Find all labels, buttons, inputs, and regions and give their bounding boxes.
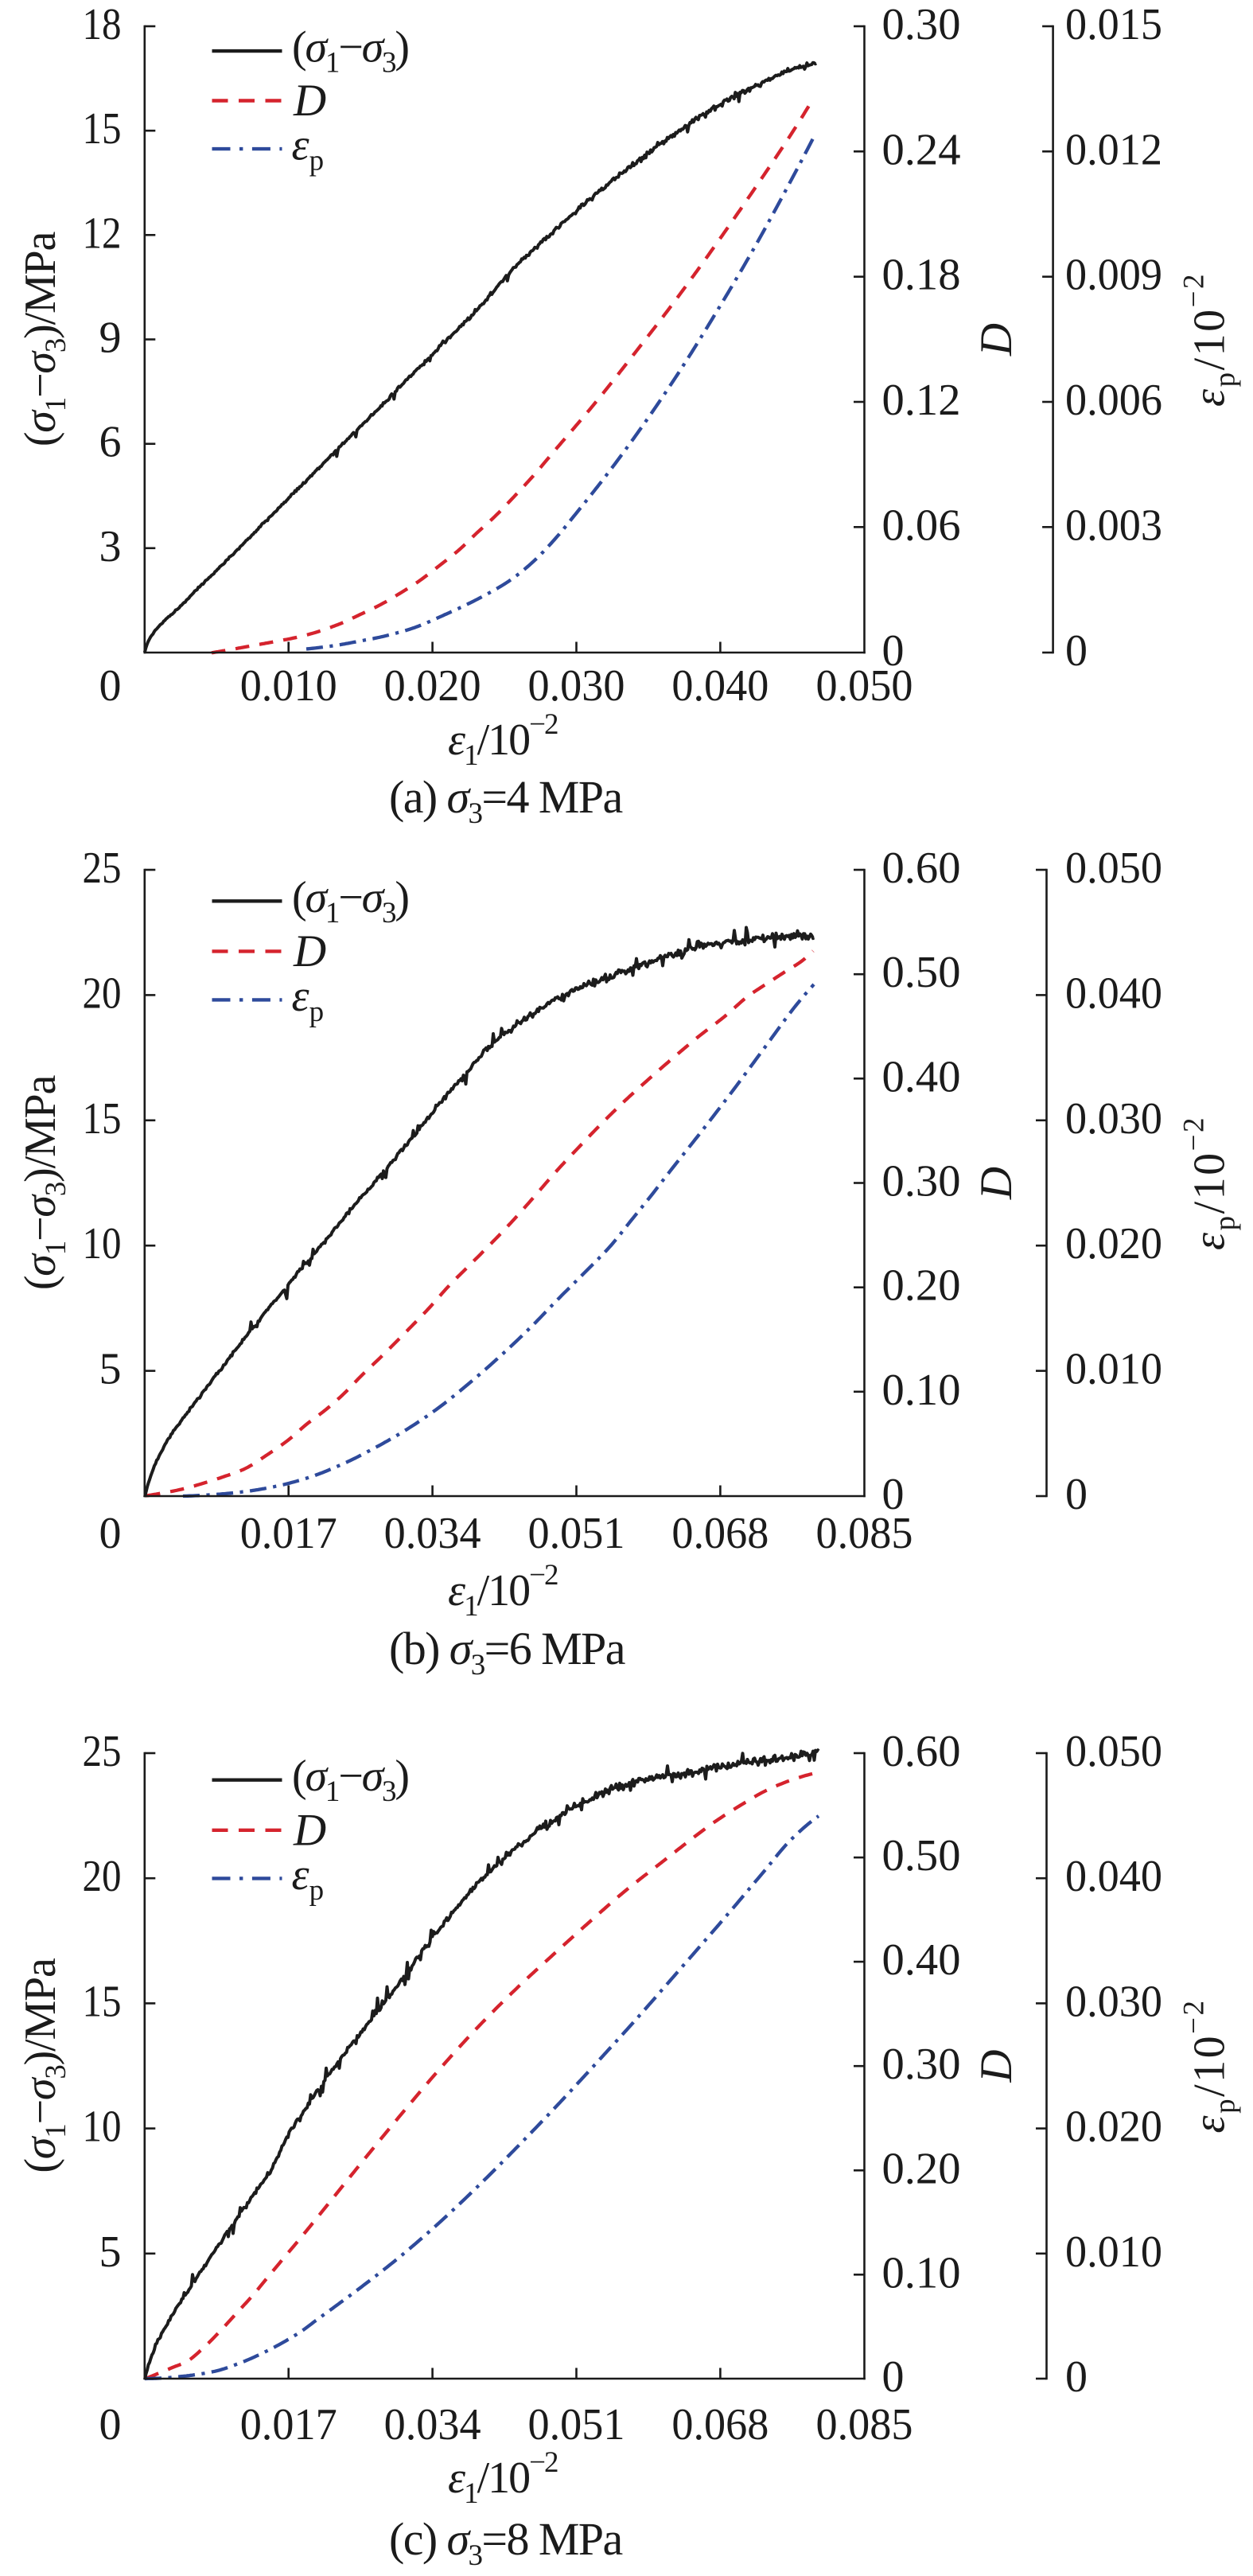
svg-text:0.010: 0.010 <box>1065 2227 1162 2277</box>
svg-text:0.085: 0.085 <box>816 1509 913 1558</box>
svg-text:0.040: 0.040 <box>1065 1852 1162 1901</box>
svg-text:0: 0 <box>882 626 905 676</box>
svg-text:0.010: 0.010 <box>1065 1345 1162 1394</box>
svg-text:εp: εp <box>292 1850 325 1907</box>
svg-text:0: 0 <box>882 1470 905 1519</box>
svg-text:0.034: 0.034 <box>384 1509 481 1558</box>
svg-text:0.030: 0.030 <box>1065 1977 1162 2026</box>
svg-text:0.051: 0.051 <box>528 1509 625 1558</box>
svg-text:0: 0 <box>1065 2352 1088 2402</box>
svg-text:9: 9 <box>99 314 122 363</box>
svg-text:εp/10−2: εp/10−2 <box>1178 272 1242 407</box>
svg-text:0.020: 0.020 <box>384 661 481 711</box>
svg-text:10: 10 <box>83 2102 122 2152</box>
svg-text:D: D <box>293 926 326 976</box>
svg-text:0.010: 0.010 <box>240 661 337 711</box>
svg-text:0: 0 <box>99 2400 122 2449</box>
svg-text:0.068: 0.068 <box>671 2400 769 2449</box>
svg-text:15: 15 <box>83 104 122 154</box>
svg-text:0.085: 0.085 <box>816 2400 913 2449</box>
svg-text:0.18: 0.18 <box>882 251 961 300</box>
svg-text:0: 0 <box>99 661 122 711</box>
svg-text:18: 18 <box>83 0 122 49</box>
svg-text:D: D <box>293 1805 326 1855</box>
svg-text:(σ1−σ3)/MPa: (σ1−σ3)/MPa <box>16 1958 72 2173</box>
svg-text:0.10: 0.10 <box>882 2248 961 2297</box>
svg-text:0.006: 0.006 <box>1065 376 1162 425</box>
svg-text:0.034: 0.034 <box>384 2400 481 2449</box>
svg-text:D: D <box>971 1167 1021 1200</box>
svg-text:0.003: 0.003 <box>1065 501 1162 550</box>
svg-text:0.009: 0.009 <box>1065 251 1162 300</box>
svg-text:12: 12 <box>83 208 122 258</box>
svg-text:0.012: 0.012 <box>1065 125 1162 174</box>
svg-text:0.20: 0.20 <box>882 2144 961 2193</box>
svg-text:20: 20 <box>83 968 122 1018</box>
svg-text:0.020: 0.020 <box>1065 1219 1162 1269</box>
svg-text:0: 0 <box>99 1509 122 1558</box>
svg-text:0.050: 0.050 <box>1065 1727 1162 1776</box>
svg-text:0.030: 0.030 <box>528 661 625 711</box>
svg-text:0.50: 0.50 <box>882 1831 961 1880</box>
svg-text:(b) σ3=6 MPa: (b) σ3=6 MPa <box>389 1623 625 1682</box>
svg-text:0.24: 0.24 <box>882 125 961 174</box>
svg-text:εp: εp <box>292 972 325 1028</box>
svg-text:25: 25 <box>83 844 122 893</box>
svg-text:(a) σ3=4 MPa: (a) σ3=4 MPa <box>389 771 622 830</box>
svg-text:0.40: 0.40 <box>882 1052 961 1101</box>
svg-text:(c) σ3=8 MPa: (c) σ3=8 MPa <box>389 2513 622 2572</box>
svg-text:5: 5 <box>99 2227 122 2277</box>
svg-text:0.051: 0.051 <box>528 2400 625 2449</box>
svg-text:0: 0 <box>1065 1470 1088 1519</box>
svg-text:20: 20 <box>83 1852 122 1901</box>
svg-text:0.040: 0.040 <box>1065 968 1162 1018</box>
svg-text:0.50: 0.50 <box>882 948 961 997</box>
svg-text:D: D <box>971 2049 1021 2083</box>
svg-text:25: 25 <box>83 1727 122 1776</box>
svg-text:0.60: 0.60 <box>882 844 961 893</box>
svg-text:3: 3 <box>99 522 122 571</box>
svg-text:0.017: 0.017 <box>240 2400 337 2449</box>
svg-text:0.020: 0.020 <box>1065 2102 1162 2152</box>
svg-text:0.60: 0.60 <box>882 1727 961 1776</box>
svg-text:εp/10−2: εp/10−2 <box>1178 1116 1242 1250</box>
svg-text:0.050: 0.050 <box>1065 844 1162 893</box>
svg-text:5: 5 <box>99 1345 122 1394</box>
svg-text:0: 0 <box>882 2352 905 2402</box>
svg-text:6: 6 <box>99 418 122 467</box>
svg-text:εp: εp <box>292 121 325 177</box>
svg-text:15: 15 <box>83 1977 122 2026</box>
svg-text:ε1/10−2: ε1/10−2 <box>448 708 558 772</box>
svg-text:(σ1−σ3)/MPa: (σ1−σ3)/MPa <box>16 1075 72 1291</box>
svg-text:0.12: 0.12 <box>882 376 961 425</box>
svg-text:0.015: 0.015 <box>1065 0 1162 49</box>
svg-text:0.40: 0.40 <box>882 1935 961 1985</box>
svg-text:10: 10 <box>83 1219 122 1269</box>
svg-text:0.30: 0.30 <box>882 1157 961 1206</box>
svg-text:0.20: 0.20 <box>882 1261 961 1311</box>
svg-text:0: 0 <box>1065 626 1088 676</box>
svg-text:(σ1−σ3)/MPa: (σ1−σ3)/MPa <box>16 232 72 447</box>
svg-text:0.040: 0.040 <box>671 661 769 711</box>
svg-text:ε1/10−2: ε1/10−2 <box>448 1559 558 1623</box>
svg-text:0.30: 0.30 <box>882 2040 961 2089</box>
svg-text:εp/10−2: εp/10−2 <box>1178 1998 1242 2133</box>
svg-text:0.06: 0.06 <box>882 501 961 550</box>
svg-text:0.050: 0.050 <box>816 661 913 711</box>
svg-text:0.030: 0.030 <box>1065 1094 1162 1144</box>
svg-text:0.068: 0.068 <box>671 1509 769 1558</box>
svg-text:0.017: 0.017 <box>240 1509 337 1558</box>
svg-text:D: D <box>293 76 326 126</box>
svg-text:D: D <box>971 323 1021 357</box>
svg-text:15: 15 <box>83 1094 122 1144</box>
svg-text:0.30: 0.30 <box>882 0 961 49</box>
svg-text:0.10: 0.10 <box>882 1366 961 1415</box>
